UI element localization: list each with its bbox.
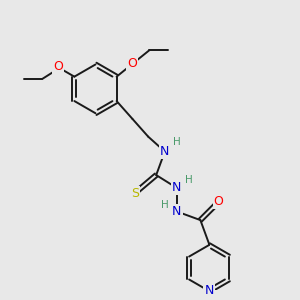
Text: O: O — [127, 57, 137, 70]
Text: N: N — [172, 205, 182, 218]
Text: H: H — [161, 200, 169, 210]
Text: N: N — [204, 284, 214, 298]
Text: S: S — [131, 187, 139, 200]
Text: N: N — [160, 145, 170, 158]
Text: N: N — [172, 182, 182, 194]
Text: H: H — [185, 175, 193, 185]
Text: O: O — [53, 60, 63, 73]
Text: H: H — [173, 137, 181, 147]
Text: O: O — [214, 195, 224, 208]
